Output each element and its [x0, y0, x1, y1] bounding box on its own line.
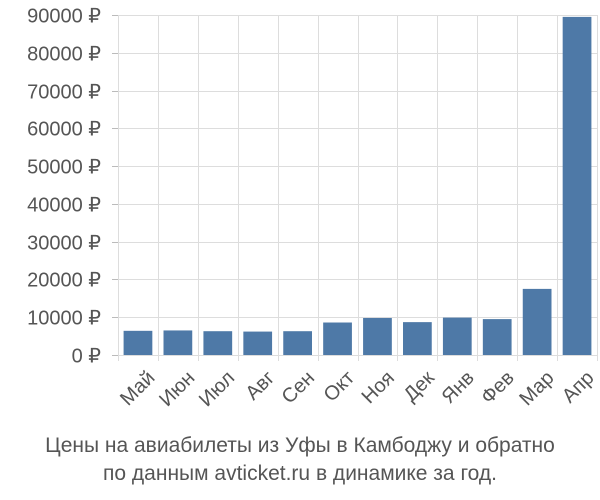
bars: [123, 16, 592, 356]
bar-9: [442, 317, 472, 355]
x-tick-label: Сен: [278, 367, 319, 408]
y-tick-label: 40000 ₽: [27, 195, 101, 217]
y-tick-label: 80000 ₽: [27, 44, 101, 66]
bar-6: [323, 322, 352, 355]
chart-caption-line-1: Цены на авиабилеты из Уфы в Камбоджу и о…: [45, 434, 555, 457]
y-tick-label: 60000 ₽: [27, 119, 101, 141]
x-tick-label: Авг: [241, 367, 279, 405]
x-tick-label: Дек: [400, 367, 439, 406]
y-tick-label: 30000 ₽: [27, 233, 101, 255]
y-tick-label: 70000 ₽: [27, 82, 101, 104]
y-tick-label: 0 ₽: [72, 346, 102, 368]
x-tick-label: Ноя: [358, 367, 399, 408]
bar-10: [482, 319, 512, 355]
price-bar-chart: 0 ₽ 10000 ₽ 20000 ₽ 30000 ₽ 40000 ₽ 50000 ₽ 60…: [27, 6, 598, 412]
y-tick-label: 10000 ₽: [27, 308, 101, 330]
bar-4: [243, 331, 273, 355]
x-tick-label: Май: [116, 367, 159, 410]
x-tick-label: Апр: [558, 367, 599, 408]
bar-5: [283, 331, 312, 355]
bar-2: [163, 330, 193, 355]
x-tick-label: Июл: [195, 367, 239, 411]
y-tick-label: 20000 ₽: [27, 270, 101, 292]
x-tick-label: Окт: [320, 367, 359, 406]
x-tick-label: Мар: [515, 367, 558, 410]
x-tick-label: Янв: [438, 367, 479, 408]
bar-1: [123, 330, 153, 355]
bar-11: [522, 288, 552, 355]
x-tick-label: Июн: [155, 367, 199, 411]
x-tick-label: Фев: [477, 367, 519, 409]
chart-caption-line-2: по данным avticket.ru в динамике за год.: [103, 462, 497, 485]
grid: [118, 15, 598, 361]
y-tick-label: 50000 ₽: [27, 157, 101, 179]
y-tick-label: 90000 ₽: [27, 6, 101, 28]
bar-12: [562, 16, 592, 356]
bar-8: [403, 322, 432, 355]
y-axis: 0 ₽ 10000 ₽ 20000 ₽ 30000 ₽ 40000 ₽ 50000 ₽ 60…: [27, 6, 118, 368]
bar-7: [363, 317, 392, 355]
bar-3: [203, 331, 233, 355]
